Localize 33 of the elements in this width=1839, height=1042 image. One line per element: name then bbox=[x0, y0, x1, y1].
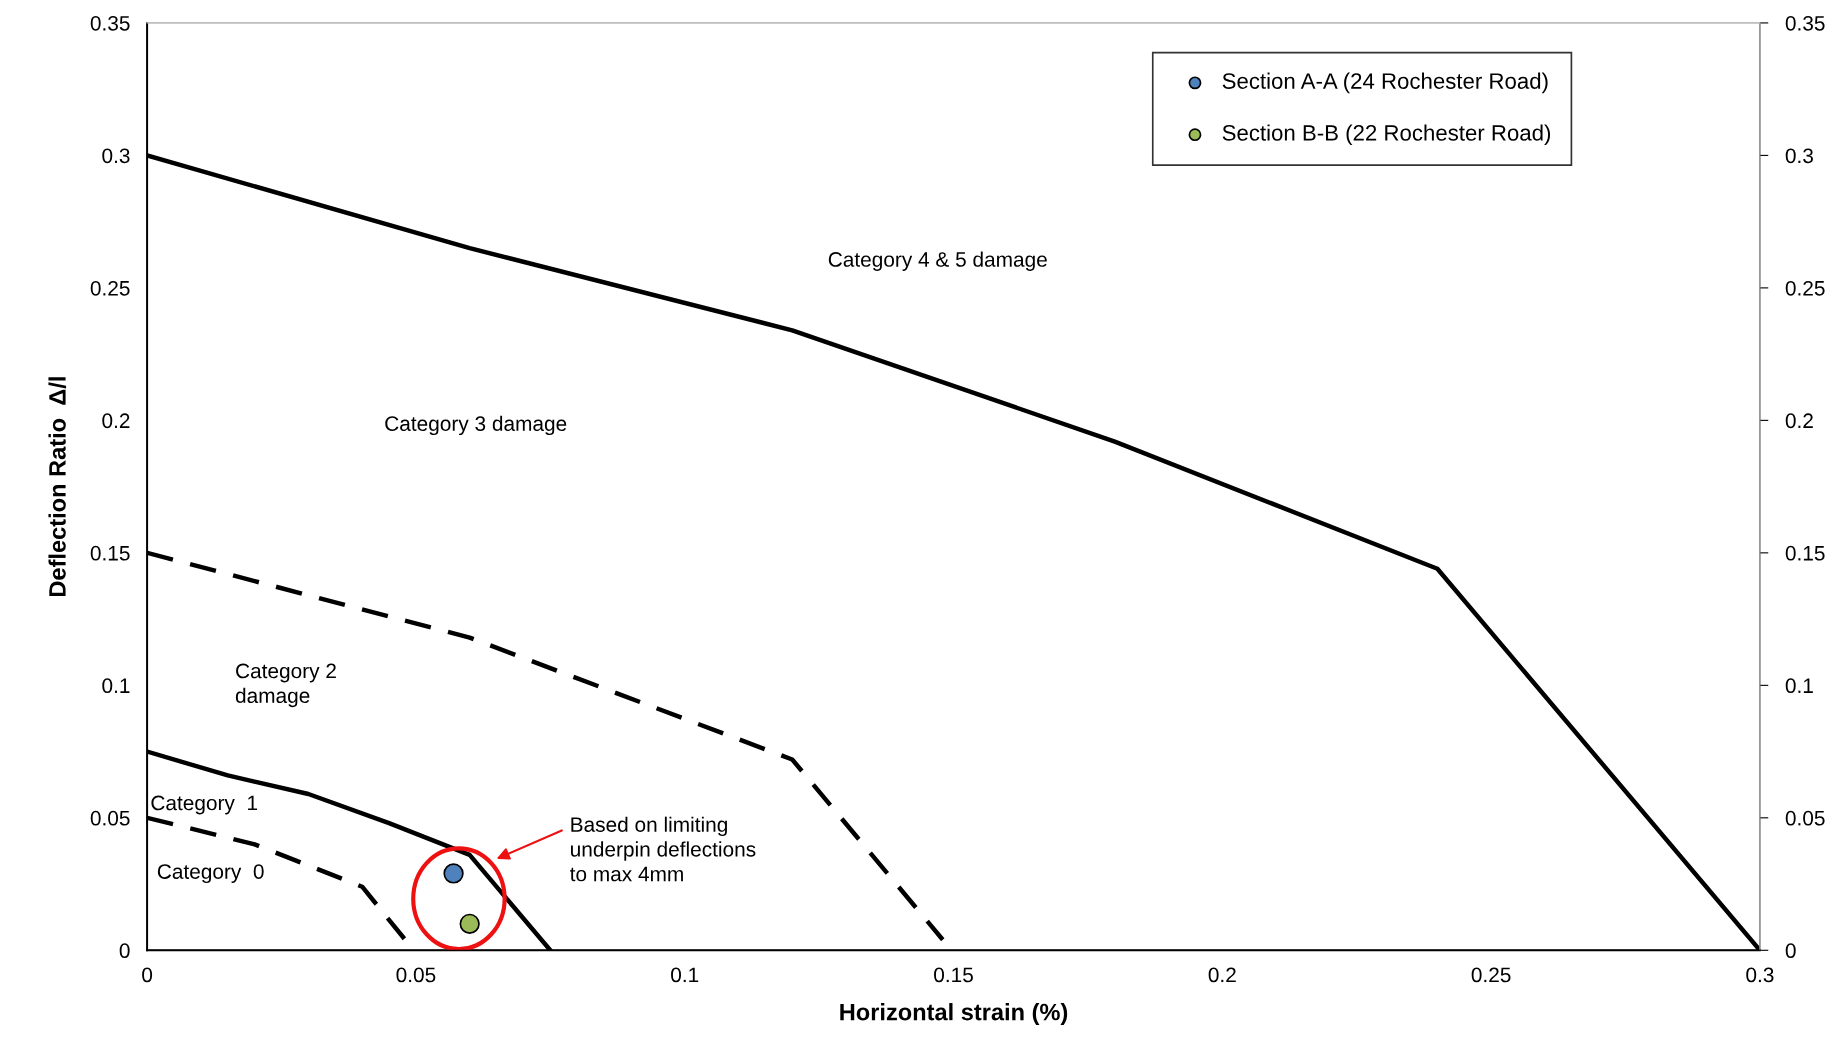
x-tick-label: 0.05 bbox=[396, 967, 436, 983]
y2-tick-label: 0.1 bbox=[1785, 678, 1813, 694]
y-tick-label: 0.25 bbox=[90, 280, 130, 296]
annotation: Category 3 damage bbox=[385, 415, 567, 436]
x-tick-label: 0.2 bbox=[1208, 967, 1236, 983]
annotation: Category 4 & 5 damage bbox=[828, 251, 1047, 271]
annotation: Based on limiting underpin deflections to max 4mm bbox=[569, 816, 756, 882]
legend-label: Section A-A (24 Rochester Road) bbox=[1222, 72, 1548, 94]
x-tick-label: 0.25 bbox=[1471, 967, 1511, 983]
y-tick-label: 0.35 bbox=[90, 15, 130, 31]
x-tick-label: 0.1 bbox=[671, 967, 699, 983]
y2-tick-label: 0 bbox=[1785, 943, 1796, 959]
y-tick-label: 0 bbox=[119, 943, 130, 959]
y2-tick-label: 0.15 bbox=[1785, 545, 1825, 561]
annotation: Category 2 damage bbox=[235, 663, 336, 708]
x-axis-title: Horizontal strain (%) bbox=[840, 1003, 1068, 1026]
y2-tick-label: 0.3 bbox=[1785, 148, 1813, 164]
x-tick-label: 0 bbox=[142, 967, 153, 983]
y-tick-label: 0.3 bbox=[102, 148, 130, 164]
y-tick-label: 0.1 bbox=[102, 678, 130, 694]
y2-tick-label: 0.2 bbox=[1785, 413, 1813, 429]
y2-tick-label: 0.35 bbox=[1785, 15, 1825, 31]
y2-tick-label: 0.25 bbox=[1785, 280, 1825, 296]
legend-label: Section B-B (22 Rochester Road) bbox=[1222, 124, 1551, 146]
y-tick-label: 0.05 bbox=[90, 810, 130, 826]
y-axis-title: Deflection Ratio Δ/l bbox=[48, 377, 67, 597]
y-tick-label: 0.2 bbox=[102, 413, 130, 429]
y2-tick-label: 0.05 bbox=[1785, 810, 1825, 826]
annotation: Category 1 bbox=[151, 795, 258, 815]
x-tick-label: 0.15 bbox=[934, 967, 973, 983]
y-tick-label: 0.15 bbox=[90, 545, 130, 561]
annotation: Category 0 bbox=[157, 864, 264, 884]
x-tick-label: 0.3 bbox=[1746, 967, 1774, 983]
